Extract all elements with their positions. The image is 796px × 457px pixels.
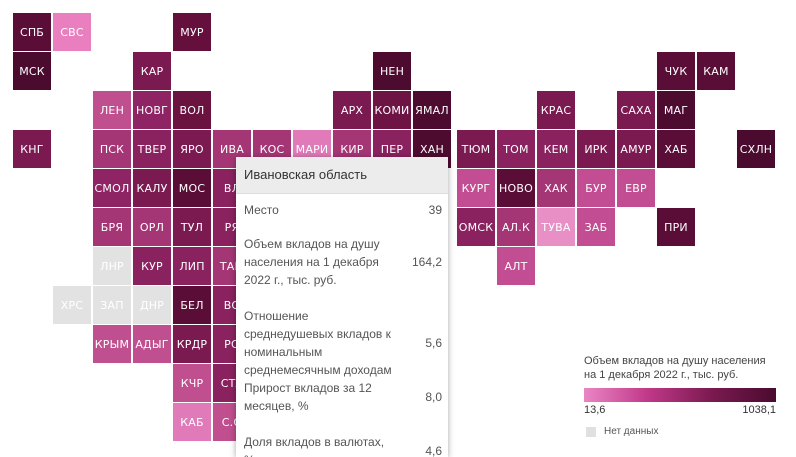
region-tile[interactable]: СХЛН — [737, 130, 775, 168]
region-tile[interactable]: ЗАП — [93, 286, 131, 324]
region-tile[interactable]: АМУР — [617, 130, 655, 168]
tooltip-label: Место — [244, 203, 279, 217]
region-tile[interactable]: ЕВР — [617, 169, 655, 207]
region-tile[interactable]: АЛ.К — [497, 208, 535, 246]
region-tile[interactable]: ХАБ — [657, 130, 695, 168]
region-tile[interactable]: ТУЛ — [173, 208, 211, 246]
region-tile[interactable]: ЗАБ — [577, 208, 615, 246]
legend-title: Объем вкладов на душу населения на 1 дек… — [584, 355, 766, 381]
region-tile[interactable]: МАГ — [657, 91, 695, 129]
tooltip-value: 164,2 — [411, 255, 442, 269]
region-tile[interactable]: ЯМАЛ — [413, 91, 451, 129]
region-tile[interactable]: ХАК — [537, 169, 575, 207]
region-tile[interactable]: ТОМ — [497, 130, 535, 168]
region-tile[interactable]: ОМСК — [457, 208, 495, 246]
region-tile[interactable]: КЕМ — [537, 130, 575, 168]
tooltip-row-foreign-currency-share: Доля вкладов в валютах, % 4,6 — [244, 433, 442, 457]
region-tile[interactable]: АДЫГ — [133, 325, 171, 363]
region-tile[interactable]: ВОЛ — [173, 91, 211, 129]
tooltip-row-deposit-income-ratio: Отношение среднедушевых вкладов к номина… — [244, 307, 442, 379]
region-tile[interactable]: КАМ — [697, 52, 735, 90]
region-tile[interactable]: КРДР — [173, 325, 211, 363]
region-tile[interactable]: ДНР — [133, 286, 171, 324]
region-tile[interactable]: КУРГ — [457, 169, 495, 207]
region-tile[interactable]: БРЯ — [93, 208, 131, 246]
region-tile[interactable]: КЧР — [173, 364, 211, 402]
color-legend: Объем вкладов на душу населения на 1 дек… — [584, 354, 780, 437]
region-tile[interactable]: НОВГ — [133, 91, 171, 129]
tooltip-row-deposits-per-capita: Объем вкладов на душу населения на 1 дек… — [244, 235, 442, 289]
region-tile[interactable]: НОВО — [497, 169, 535, 207]
region-tile[interactable]: ЛИП — [173, 247, 211, 285]
region-tile[interactable]: ЛЕН — [93, 91, 131, 129]
region-tile[interactable]: АЛТ — [497, 247, 535, 285]
tooltip-title: Ивановская область — [236, 157, 448, 194]
region-tile[interactable]: ЯРО — [173, 130, 211, 168]
region-tile[interactable]: КАР — [133, 52, 171, 90]
no-data-label: Нет данных — [604, 426, 659, 437]
region-tile[interactable]: АРХ — [333, 91, 371, 129]
legend-no-data: Нет данных — [584, 426, 780, 437]
region-tile[interactable]: ТВЕР — [133, 130, 171, 168]
region-tile[interactable]: СМОЛ — [93, 169, 131, 207]
tooltip-row-deposit-growth: Прирост вкладов за 12 месяцев, % 8,0 — [244, 379, 442, 415]
region-tile[interactable]: ПРИ — [657, 208, 695, 246]
region-tooltip: Ивановская область Место 39 Объем вкладо… — [236, 157, 448, 457]
region-tile[interactable]: ЧУК — [657, 52, 695, 90]
region-tile[interactable]: КРЫМ — [93, 325, 131, 363]
region-tile[interactable]: КУР — [133, 247, 171, 285]
region-tile[interactable]: КНГ — [13, 130, 51, 168]
region-tile[interactable]: ИРК — [577, 130, 615, 168]
region-tile[interactable]: МУР — [173, 13, 211, 51]
region-tile[interactable]: МОС — [173, 169, 211, 207]
region-tile[interactable]: СВС — [53, 13, 91, 51]
tooltip-label: Прирост вкладов за 12 месяцев, % — [244, 381, 372, 413]
region-tile[interactable]: КОМИ — [373, 91, 411, 129]
region-tile[interactable]: ПСК — [93, 130, 131, 168]
legend-max-label: 1038,1 — [742, 404, 776, 416]
tooltip-label: Доля вкладов в валютах, % — [244, 435, 385, 457]
region-tile[interactable]: БЕЛ — [173, 286, 211, 324]
legend-min-label: 13,6 — [584, 404, 606, 416]
tooltip-value: 4,6 — [425, 444, 442, 457]
region-tile[interactable]: ЛНР — [93, 247, 131, 285]
region-tile[interactable]: СПБ — [13, 13, 51, 51]
tooltip-label: Отношение среднедушевых вкладов к номина… — [244, 309, 392, 377]
tooltip-value: 8,0 — [425, 390, 442, 404]
region-tile[interactable]: КАБ — [173, 403, 211, 441]
region-tile[interactable]: БУР — [577, 169, 615, 207]
tooltip-row-rank: Место 39 — [244, 201, 442, 219]
tooltip-value: 39 — [428, 203, 442, 217]
legend-gradient-bar — [584, 388, 776, 402]
region-tile[interactable]: САХА — [617, 91, 655, 129]
region-tile[interactable]: МСК — [13, 52, 51, 90]
region-tile[interactable]: ХРС — [53, 286, 91, 324]
region-tile[interactable]: ОРЛ — [133, 208, 171, 246]
region-tile[interactable]: НЕН — [373, 52, 411, 90]
region-tile[interactable]: КРАС — [537, 91, 575, 129]
no-data-swatch — [586, 426, 596, 437]
region-tile[interactable]: КАЛУ — [133, 169, 171, 207]
tooltip-label: Объем вкладов на душу населения на 1 дек… — [244, 237, 380, 287]
region-tile[interactable]: ТЮМ — [457, 130, 495, 168]
tooltip-value: 5,6 — [425, 336, 442, 350]
legend-ticks: 13,6 1038,1 — [584, 404, 776, 416]
region-tile[interactable]: ТУВА — [537, 208, 575, 246]
